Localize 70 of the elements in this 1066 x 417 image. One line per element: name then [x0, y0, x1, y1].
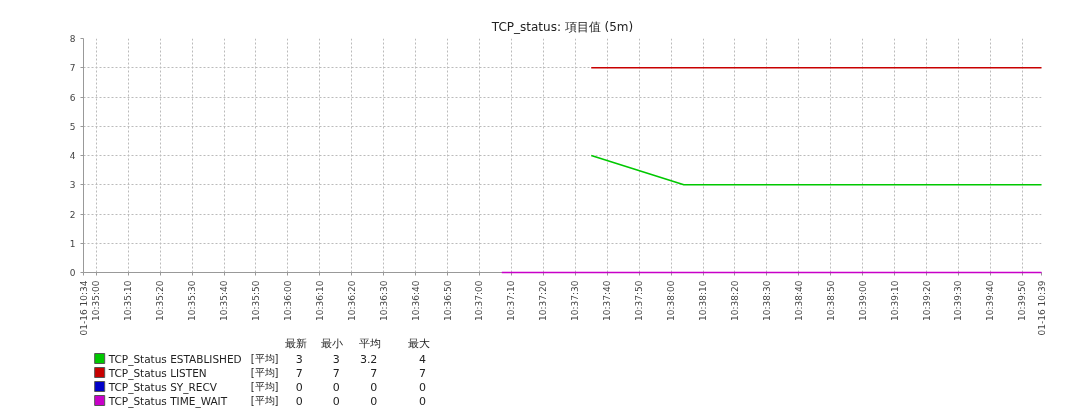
- text: 0: [418, 394, 426, 408]
- y-tick-label: 5: [69, 121, 76, 132]
- y-tick-label: 1: [69, 238, 76, 249]
- legend-label: TCP_Status ESTABLISHED: [107, 352, 242, 366]
- text: 0: [370, 380, 378, 394]
- x-tick-label: 10:35:30: [187, 280, 198, 321]
- chart-title: TCP_status: 項目值 (5m): [490, 19, 634, 34]
- text: 0: [418, 380, 426, 394]
- text: 7: [418, 366, 426, 380]
- text: 0: [332, 394, 340, 408]
- x-tick-label: 10:37:50: [634, 280, 645, 321]
- y-tick-label: 2: [69, 209, 76, 220]
- legend-label: TCP_Status LISTEN: [107, 366, 207, 380]
- x-tick-label: 10:37:30: [570, 280, 581, 321]
- y-tick-label: 6: [69, 92, 76, 103]
- x-tick-label: 10:36:20: [346, 280, 357, 321]
- y-tick-label: 0: [69, 268, 76, 278]
- x-tick-label: 10:38:30: [761, 280, 772, 321]
- y-tick-label: 7: [69, 63, 76, 74]
- x-tick-label: 10:38:10: [698, 280, 708, 321]
- x-tick-label: 10:38:20: [729, 280, 740, 321]
- text: 3.2: [359, 352, 378, 366]
- y-tick-label: 3: [69, 180, 76, 191]
- text: 最新: [284, 337, 307, 350]
- x-tick-label: 10:37:10: [506, 280, 517, 321]
- text: [平均]: [250, 367, 279, 378]
- x-tick-label: 10:36:40: [410, 280, 421, 321]
- x-tick-label: 10:35:10: [123, 280, 134, 321]
- x-tick-label: 10:38:00: [666, 280, 677, 321]
- x-tick-label: 01-16 10:39: [1036, 280, 1047, 336]
- text: 0: [295, 380, 303, 394]
- x-tick-label: 10:38:40: [793, 280, 804, 321]
- x-tick-label: 10:37:20: [538, 280, 549, 321]
- x-tick-label: 10:39:00: [857, 280, 868, 321]
- x-tick-label: 10:39:30: [953, 280, 964, 321]
- text: 3: [295, 352, 303, 366]
- y-tick-label: 4: [69, 151, 76, 161]
- text: 最小: [321, 337, 344, 350]
- text: 0: [332, 380, 340, 394]
- text: 最大: [407, 337, 430, 350]
- x-tick-label: 10:36:30: [378, 280, 389, 321]
- y-tick-label: 8: [69, 34, 76, 44]
- text: [平均]: [250, 353, 279, 364]
- x-tick-label: 10:38:50: [825, 280, 836, 321]
- text: 3: [332, 352, 340, 366]
- x-tick-label: 01-16 10:34: [78, 280, 89, 336]
- text: 7: [370, 366, 378, 380]
- x-tick-label: 10:36:10: [314, 280, 325, 321]
- x-tick-label: 10:39:10: [889, 280, 900, 321]
- legend-label: TCP_Status SY_RECV: [107, 380, 218, 394]
- text: 0: [370, 394, 378, 408]
- text: 7: [295, 366, 303, 380]
- text: 平均: [359, 337, 382, 350]
- text: 0: [295, 394, 303, 408]
- x-tick-label: 10:35:20: [155, 280, 166, 321]
- x-tick-label: 10:35:50: [250, 280, 261, 321]
- x-tick-label: 10:36:50: [442, 280, 453, 321]
- legend-label: TCP_Status TIME_WAIT: [107, 394, 228, 408]
- x-tick-label: 10:35:40: [219, 280, 229, 321]
- x-tick-label: 10:35:00: [91, 280, 102, 321]
- text: 7: [332, 366, 340, 380]
- text: [平均]: [250, 381, 279, 392]
- text: 4: [418, 352, 426, 366]
- x-tick-label: 10:37:00: [474, 280, 485, 321]
- text: [平均]: [250, 395, 279, 406]
- x-tick-label: 10:37:40: [602, 280, 613, 321]
- x-tick-label: 10:39:40: [985, 280, 996, 321]
- x-tick-label: 10:36:00: [282, 280, 293, 321]
- x-tick-label: 10:39:50: [1017, 280, 1028, 321]
- x-tick-label: 10:39:20: [921, 280, 932, 321]
